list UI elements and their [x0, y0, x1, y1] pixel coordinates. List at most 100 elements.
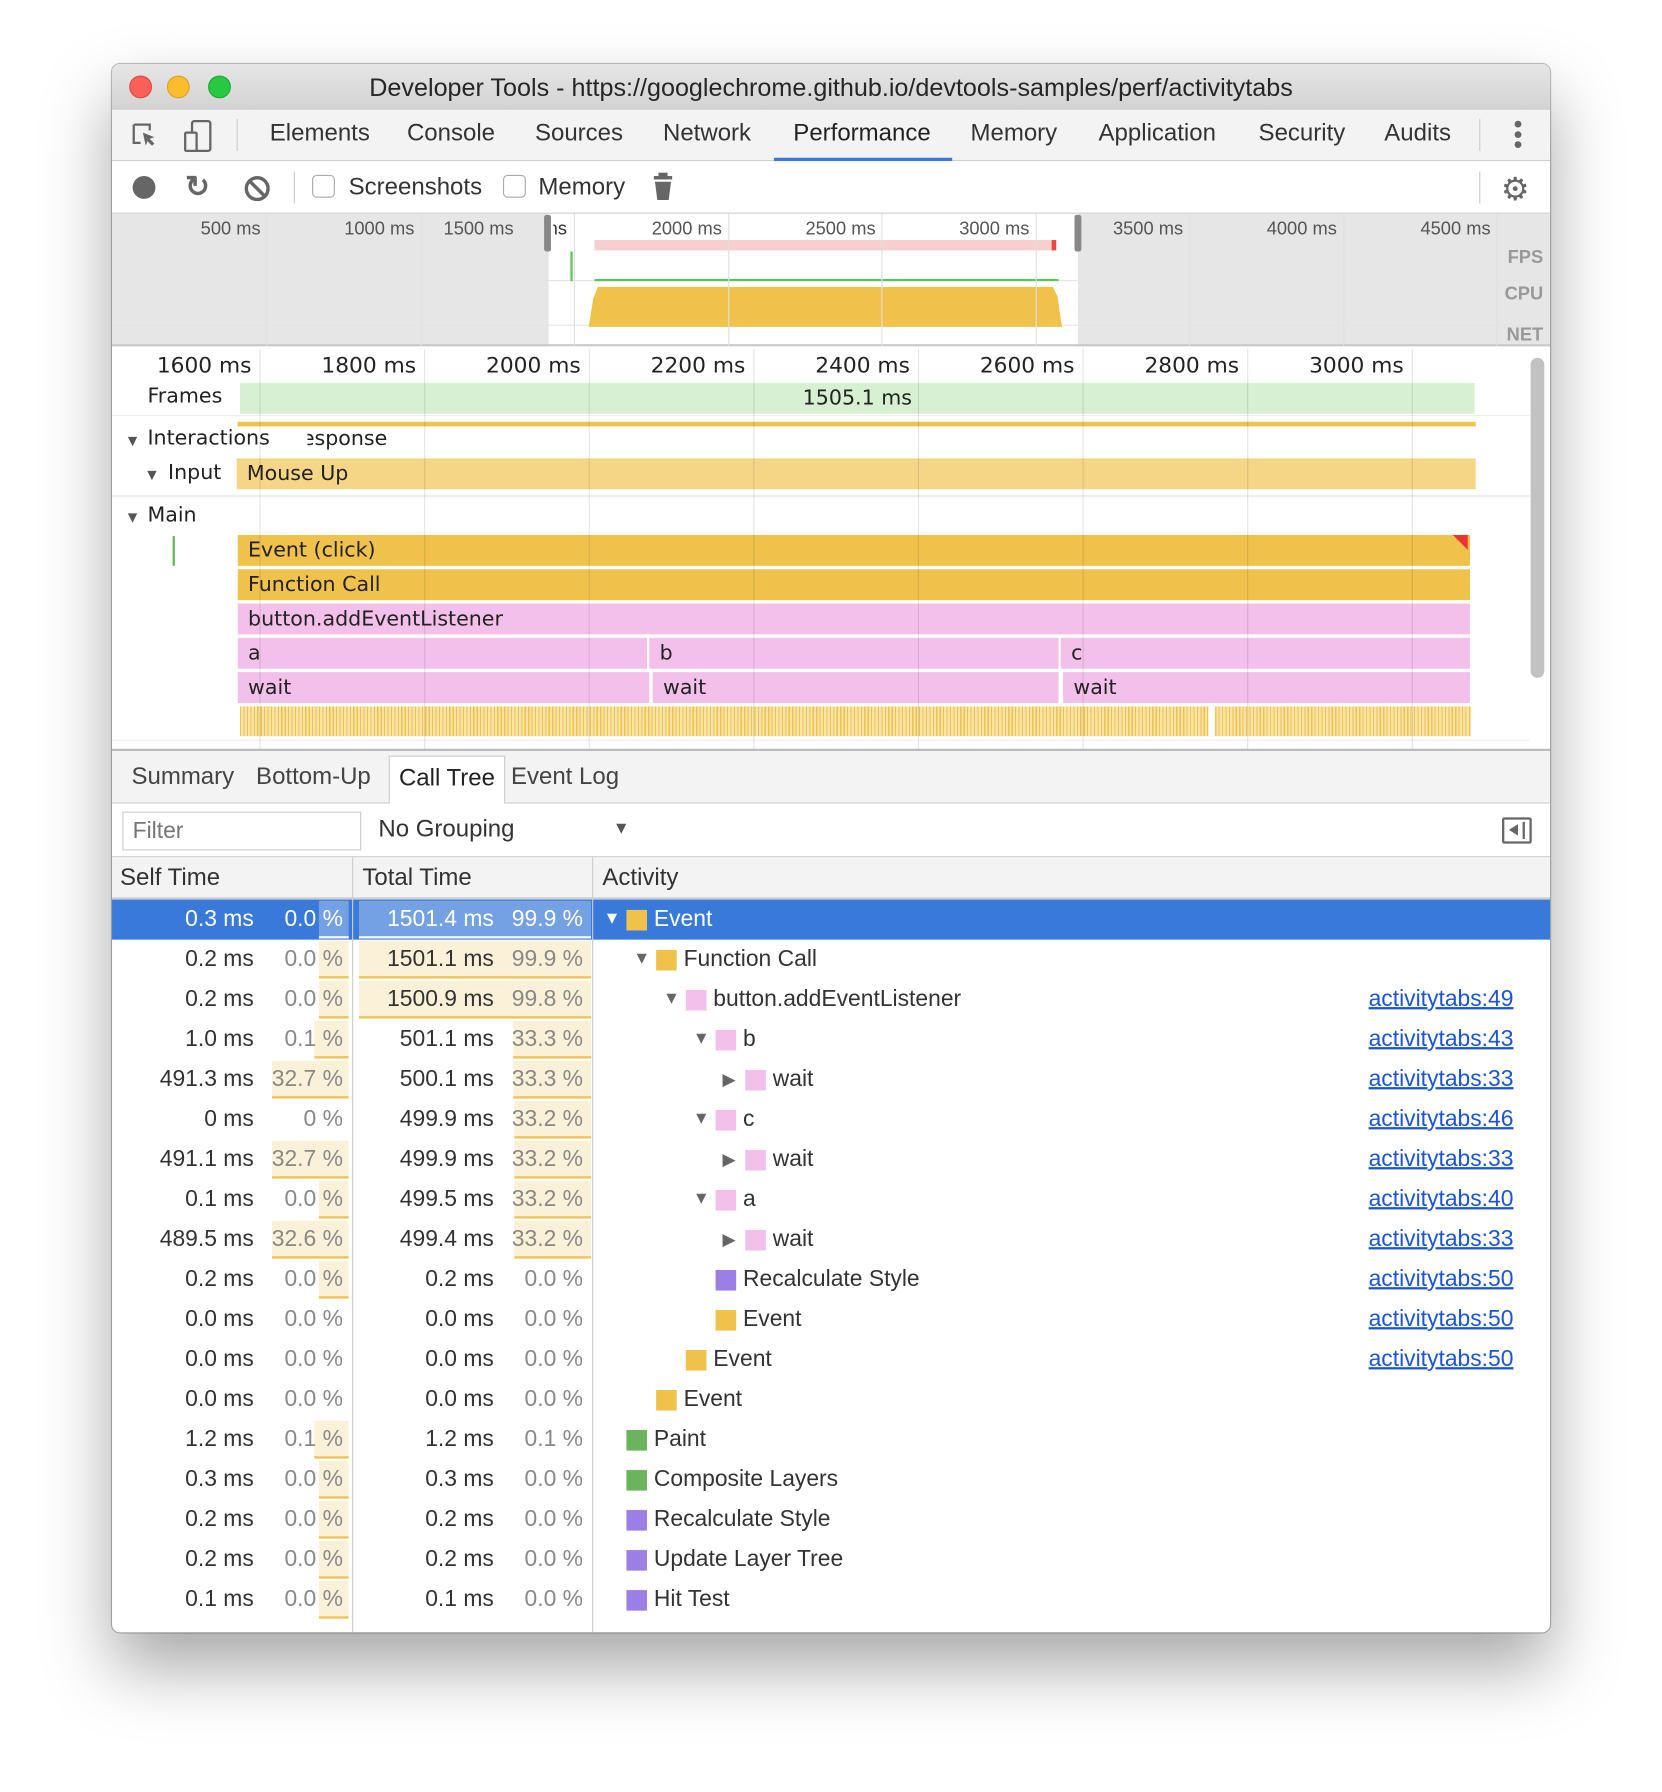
call-tree-row[interactable]: 491.3 ms 32.7 % 500.1 ms 33.3 % ▶ wait activit…	[112, 1060, 1550, 1100]
interactions-expand-icon[interactable]: ▼	[124, 430, 141, 450]
toggle-sidebar-icon[interactable]	[1502, 817, 1532, 844]
call-tree-row[interactable]: 0.1 ms 0.0 % 0.1 ms 0.0 % Hit Test	[112, 1580, 1550, 1620]
function-call-bar[interactable]: Function Call	[237, 569, 1471, 601]
tab-sources[interactable]: Sources	[534, 120, 624, 147]
call-tree-row[interactable]: 0.2 ms 0.0 % 0.2 ms 0.0 % Update Layer Tree	[112, 1540, 1550, 1580]
mouse-up-event[interactable]: Mouse Up	[236, 458, 1476, 490]
total-time-percent: 99.9 %	[511, 946, 583, 972]
cpu-track-label: CPU	[1504, 284, 1544, 305]
source-link[interactable]: activitytabs:43	[1368, 1026, 1514, 1052]
settings-gear-icon[interactable]: ⚙	[1500, 171, 1530, 207]
reload-record-icon[interactable]: ↻	[185, 169, 211, 204]
expanded-triangle-icon[interactable]: ▼	[662, 988, 680, 1009]
tab-audits[interactable]: Audits	[1384, 120, 1452, 147]
fps-track-label: FPS	[1507, 248, 1544, 268]
expanded-triangle-icon[interactable]: ▼	[692, 1108, 710, 1129]
call-tree-row[interactable]: 0.3 ms 0.0 % 1501.4 ms 99.9 % ▼ Event	[112, 899, 1551, 940]
call-tree-row[interactable]: 0.2 ms 0.0 % 0.2 ms 0.0 % Recalculate Style a…	[112, 1260, 1550, 1300]
source-link[interactable]: activitytabs:40	[1368, 1186, 1514, 1212]
clear-icon[interactable]	[243, 175, 270, 208]
record-icon[interactable]	[132, 176, 156, 199]
total-time-percent: 33.2 %	[511, 1146, 583, 1172]
zoom-window-button[interactable]	[208, 75, 231, 99]
call-tree-row[interactable]: 489.5 ms 32.6 % 499.4 ms 33.2 % ▶ wait activit…	[112, 1220, 1550, 1260]
call-tree-row[interactable]: 0.2 ms 0.0 % 1501.1 ms 99.9 % ▼ Function Call	[112, 940, 1550, 980]
total-time-column-header[interactable]: Total Time	[362, 864, 472, 891]
source-link[interactable]: activitytabs:33	[1368, 1146, 1514, 1172]
tab-bottom-up[interactable]: Bottom-Up	[256, 763, 371, 790]
close-window-button[interactable]	[129, 75, 153, 99]
small-tasks-strip[interactable]	[240, 706, 1209, 737]
wait-bar[interactable]: wait	[1063, 672, 1471, 704]
total-time-bar	[513, 1060, 591, 1099]
tab-performance[interactable]: Performance	[793, 120, 931, 147]
tab-summary[interactable]: Summary	[131, 763, 235, 790]
device-toolbar-icon[interactable]	[183, 119, 215, 153]
call-tree-row[interactable]: 0.0 ms 0.0 % 0.0 ms 0.0 % Event activitytabs:…	[112, 1300, 1550, 1340]
call-tree-row[interactable]: 0 ms 0 % 499.9 ms 33.2 % ▼ c activitytabs:46	[112, 1100, 1550, 1140]
tab-elements[interactable]: Elements	[269, 120, 370, 147]
add-event-listener-bar[interactable]: button.addEventListener	[237, 603, 1471, 635]
minimize-window-button[interactable]	[166, 75, 190, 99]
function-b-bar[interactable]: b	[649, 637, 1059, 669]
source-link[interactable]: activitytabs:33	[1368, 1226, 1514, 1252]
tab-network[interactable]: Network	[662, 120, 752, 147]
self-time-value: 0.0 ms	[185, 1306, 254, 1332]
tab-call-tree[interactable]: Call Tree	[388, 755, 506, 804]
function-c-bar[interactable]: c	[1060, 637, 1471, 669]
overview-left-handle[interactable]	[544, 214, 551, 252]
source-link[interactable]: activitytabs:49	[1368, 986, 1514, 1012]
source-link[interactable]: activitytabs:50	[1368, 1266, 1514, 1292]
overview-tick-label: 1500 ms	[443, 219, 514, 239]
call-tree-row[interactable]: 1.2 ms 0.1 % 1.2 ms 0.1 % Paint	[112, 1420, 1550, 1460]
input-expand-icon[interactable]: ▼	[144, 465, 160, 484]
activity-column-header[interactable]: Activity	[602, 864, 679, 891]
function-a-bar[interactable]: a	[237, 637, 647, 669]
source-link[interactable]: activitytabs:50	[1368, 1306, 1514, 1332]
small-tasks-strip[interactable]	[1215, 706, 1472, 737]
expanded-triangle-icon[interactable]: ▼	[692, 1188, 710, 1209]
collapsed-triangle-icon[interactable]: ▶	[722, 1149, 736, 1170]
expanded-triangle-icon[interactable]: ▼	[692, 1028, 710, 1049]
event-click-bar[interactable]: Event (click)	[237, 534, 1471, 566]
wait-bar[interactable]: wait	[652, 672, 1059, 704]
main-expand-icon[interactable]: ▼	[124, 507, 141, 526]
total-time-bar	[513, 1100, 591, 1139]
call-tree-row[interactable]: 0.2 ms 0.0 % 1500.9 ms 99.8 % ▼ button.addEve…	[112, 980, 1550, 1020]
trash-icon[interactable]	[653, 172, 674, 208]
call-tree-row[interactable]: 0.1 ms 0.0 % 499.5 ms 33.2 % ▼ a activitytabs:…	[112, 1180, 1550, 1220]
expanded-triangle-icon[interactable]: ▼	[633, 948, 651, 969]
call-tree-row[interactable]: 0.2 ms 0.0 % 0.2 ms 0.0 % Recalculate Style	[112, 1500, 1550, 1540]
source-link[interactable]: activitytabs:50	[1368, 1346, 1514, 1372]
tab-application[interactable]: Application	[1098, 120, 1216, 147]
tab-memory[interactable]: Memory	[970, 120, 1058, 147]
source-link[interactable]: activitytabs:33	[1368, 1066, 1514, 1092]
call-tree-row[interactable]: 0.0 ms 0.0 % 0.0 ms 0.0 % Event	[112, 1380, 1550, 1420]
source-link[interactable]: activitytabs:46	[1368, 1106, 1514, 1132]
more-menu-icon[interactable]: • • •	[1513, 109, 1523, 159]
timeline-overview[interactable]: FPS CPU NET 500 ms 1000 ms 1500 ms 2000 ms 2…	[112, 213, 1551, 347]
call-tree-row[interactable]: 0.3 ms 0.0 % 0.3 ms 0.0 % Composite Layers	[112, 1460, 1550, 1500]
expanded-triangle-icon[interactable]: ▼	[603, 908, 621, 929]
inspect-element-icon[interactable]	[130, 121, 160, 151]
call-tree-row[interactable]: 491.1 ms 32.7 % 499.9 ms 33.2 % ▶ wait activit…	[112, 1140, 1550, 1180]
flame-chart[interactable]: Frames 1505.1 ms ▼ InteractionsResponse …	[112, 348, 1551, 752]
collapsed-triangle-icon[interactable]: ▶	[722, 1069, 736, 1090]
overview-right-handle[interactable]	[1074, 214, 1082, 252]
self-time-column-header[interactable]: Self Time	[120, 864, 221, 891]
call-tree-row[interactable]: 1.0 ms 0.1 % 501.1 ms 33.3 % ▼ b activitytabs:…	[112, 1020, 1550, 1060]
call-tree-row[interactable]: 0.0 ms 0.0 % 0.0 ms 0.0 % Event activitytabs:…	[112, 1340, 1550, 1380]
memory-checkbox[interactable]	[502, 174, 526, 198]
overview-tick-label: 1000 ms	[344, 219, 415, 239]
tab-event-log[interactable]: Event Log	[510, 763, 620, 790]
collapsed-triangle-icon[interactable]: ▶	[722, 1229, 736, 1250]
wait-bar[interactable]: wait	[237, 672, 650, 704]
interaction-bar[interactable]	[237, 421, 1476, 427]
filter-input[interactable]	[122, 811, 362, 851]
flame-chart-scrollbar[interactable]	[1530, 357, 1545, 678]
frame-bar[interactable]: 1505.1 ms	[240, 382, 1475, 414]
grouping-select[interactable]: No Grouping ▼	[367, 804, 637, 857]
tab-console[interactable]: Console	[406, 120, 496, 147]
tab-security[interactable]: Security	[1258, 120, 1346, 147]
screenshots-checkbox[interactable]	[312, 174, 335, 198]
